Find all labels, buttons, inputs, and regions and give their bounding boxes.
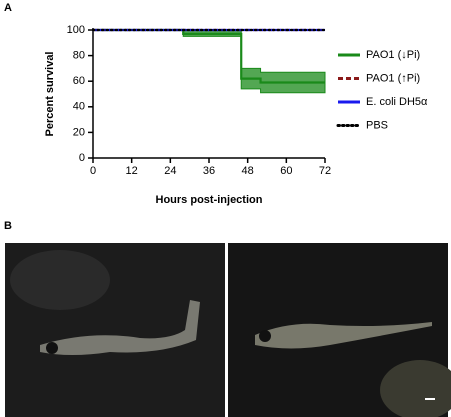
legend-label: E. coli DH5α: [366, 96, 428, 108]
x-tick-label: 36: [203, 165, 215, 177]
x-tick-label: 48: [242, 165, 254, 177]
panel-label: B: [4, 220, 12, 232]
photo-left: [5, 243, 225, 417]
x-tick-label: 60: [280, 165, 292, 177]
x-tick-label: 72: [319, 165, 331, 177]
x-axis-title: Hours post-injection: [156, 194, 263, 206]
y-axis-title: Percent survival: [44, 52, 56, 137]
y-tick-label: 0: [79, 152, 85, 164]
y-tick-label: 100: [67, 24, 85, 36]
y-tick-label: 80: [73, 50, 85, 62]
y-tick-label: 40: [73, 101, 85, 113]
legend-label: PAO1 (↑Pi): [366, 72, 420, 84]
y-tick-label: 60: [73, 75, 85, 87]
x-tick-label: 0: [90, 165, 96, 177]
x-tick-label: 24: [164, 165, 176, 177]
y-tick-label: 20: [73, 126, 85, 138]
x-tick-label: 12: [126, 165, 138, 177]
photo-right: [228, 243, 451, 417]
legend-label: PBS: [366, 119, 388, 131]
panel-label: A: [4, 2, 12, 14]
legend-label: PAO1 (↓Pi): [366, 49, 420, 61]
